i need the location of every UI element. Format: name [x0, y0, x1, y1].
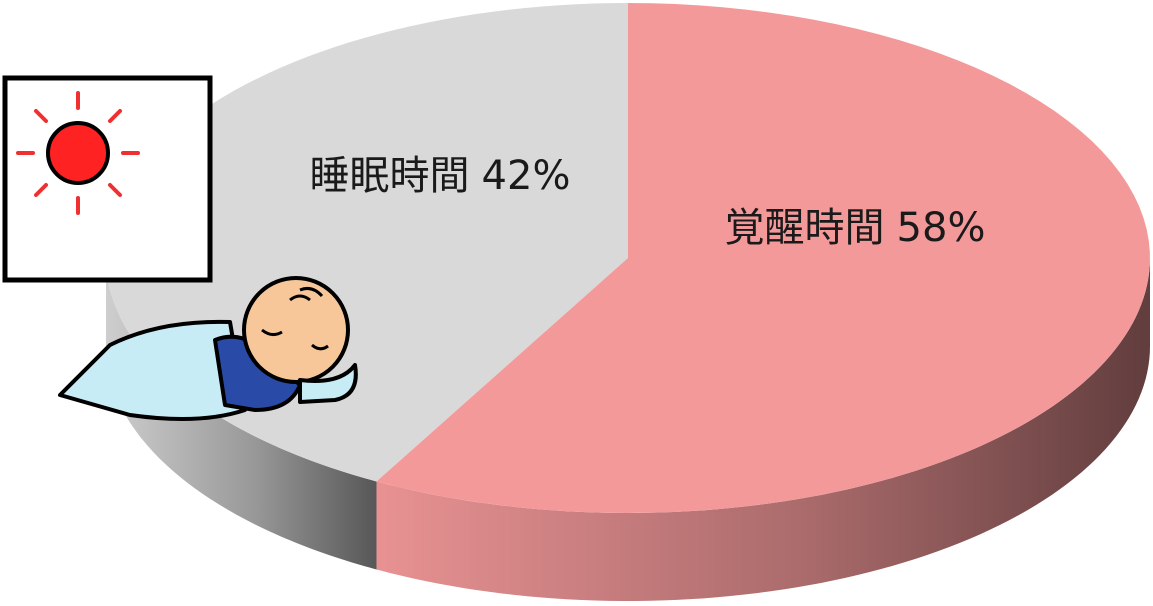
sleeping-baby	[58, 276, 358, 421]
slice-side-shade	[106, 258, 377, 570]
sun-icon	[2, 75, 213, 283]
labels: 睡眠時間 42% 覚醒時間 58%	[310, 153, 986, 251]
slice-side-shade	[376, 258, 1150, 601]
value-label: 58%	[897, 205, 986, 251]
category-label: 覚醒時間	[725, 205, 885, 251]
slice-label: 睡眠時間 42%	[310, 153, 571, 199]
slice	[376, 3, 1150, 513]
category-label: 睡眠時間	[310, 153, 470, 199]
value-label: 42%	[482, 153, 571, 199]
slice-label: 覚醒時間 58%	[725, 205, 986, 251]
